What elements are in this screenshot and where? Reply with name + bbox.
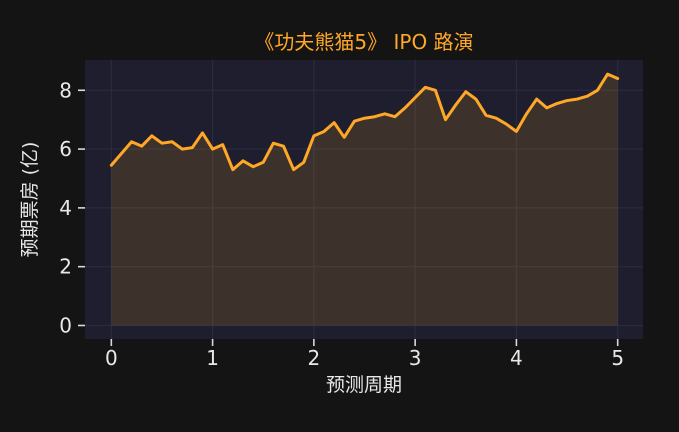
x-tick-label: 1 (206, 346, 219, 370)
tick-marks (78, 89, 619, 346)
x-tick-labels: 0 1 2 3 4 5 (105, 346, 624, 370)
x-axis-label: 预测周期 (326, 374, 402, 396)
y-tick-label: 2 (59, 255, 72, 279)
x-tick-label: 3 (409, 346, 422, 370)
area-fill (111, 74, 618, 326)
x-tick-label: 4 (510, 346, 523, 370)
y-tick-labels: 0 2 4 6 8 (59, 78, 72, 337)
x-tick-label: 0 (105, 346, 118, 370)
gridlines (85, 60, 643, 339)
y-axis-label: 预期票房 (亿) (19, 142, 41, 258)
x-tick-label: 5 (611, 346, 624, 370)
chart-title: 《功夫熊猫5》 IPO 路演 (254, 30, 473, 54)
y-tick-label: 6 (59, 137, 72, 161)
x-tick-label: 2 (308, 346, 321, 370)
y-tick-label: 4 (59, 196, 72, 220)
y-tick-label: 8 (59, 78, 72, 102)
line-series (109, 72, 620, 172)
y-tick-label: 0 (59, 313, 72, 337)
